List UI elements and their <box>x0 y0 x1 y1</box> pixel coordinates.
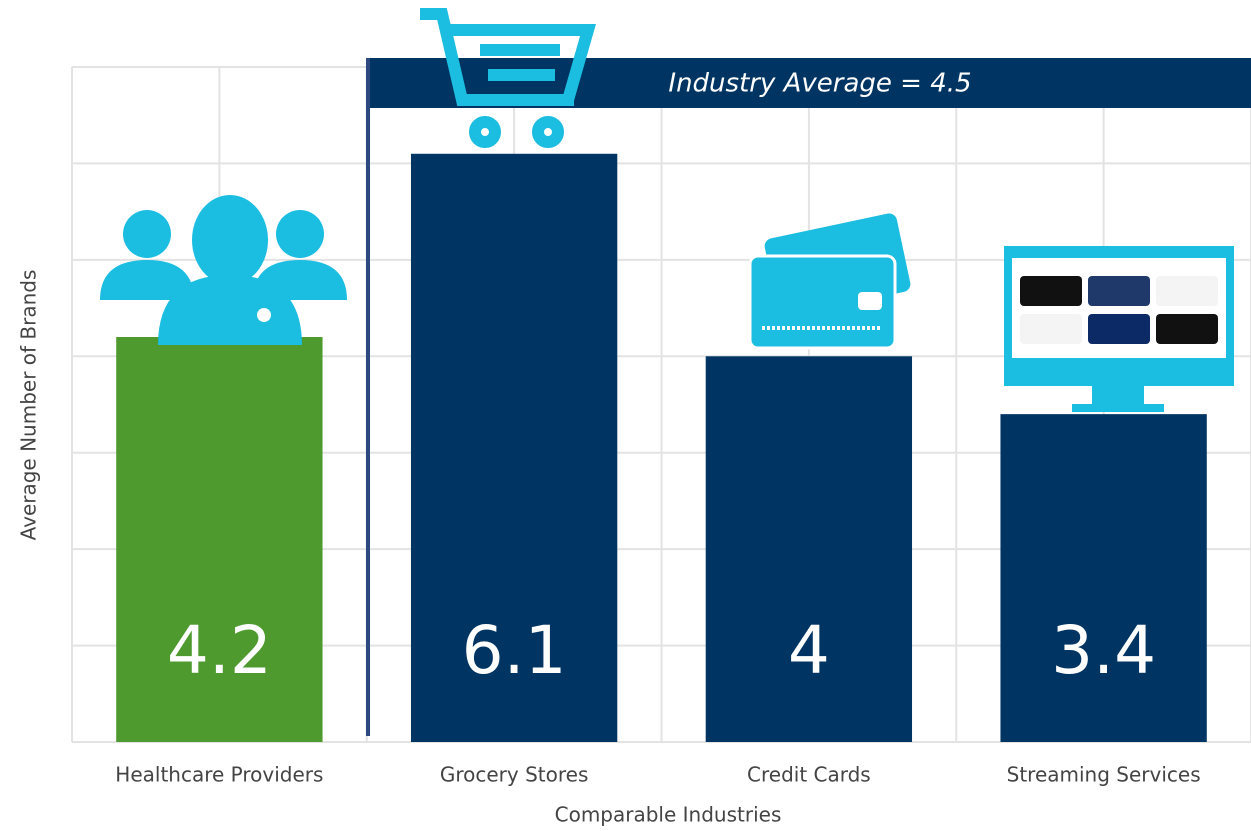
x-axis-label: Comparable Industries <box>555 803 782 827</box>
x-tick-label: Credit Cards <box>747 763 871 787</box>
value-label: 3.4 <box>1051 612 1156 689</box>
bar <box>1000 414 1206 742</box>
tv-icon <box>1004 246 1234 412</box>
chart: Industry Average = 4.5 4.2 6.1 4 3.4 Compar… <box>0 0 1251 831</box>
value-label: 4.2 <box>167 612 272 689</box>
healthcare-icon <box>100 195 347 345</box>
value-label: 4 <box>788 612 830 689</box>
x-tick-label: Streaming Services <box>1007 763 1201 787</box>
card-icon <box>750 212 912 348</box>
value-label: 6.1 <box>462 612 567 689</box>
x-tick-label: Grocery Stores <box>440 763 589 787</box>
y-axis-label: Average Number of Brands <box>17 270 41 541</box>
x-tick-label: Healthcare Providers <box>115 763 323 787</box>
annotation: Industry Average = 4.5 <box>668 69 971 99</box>
